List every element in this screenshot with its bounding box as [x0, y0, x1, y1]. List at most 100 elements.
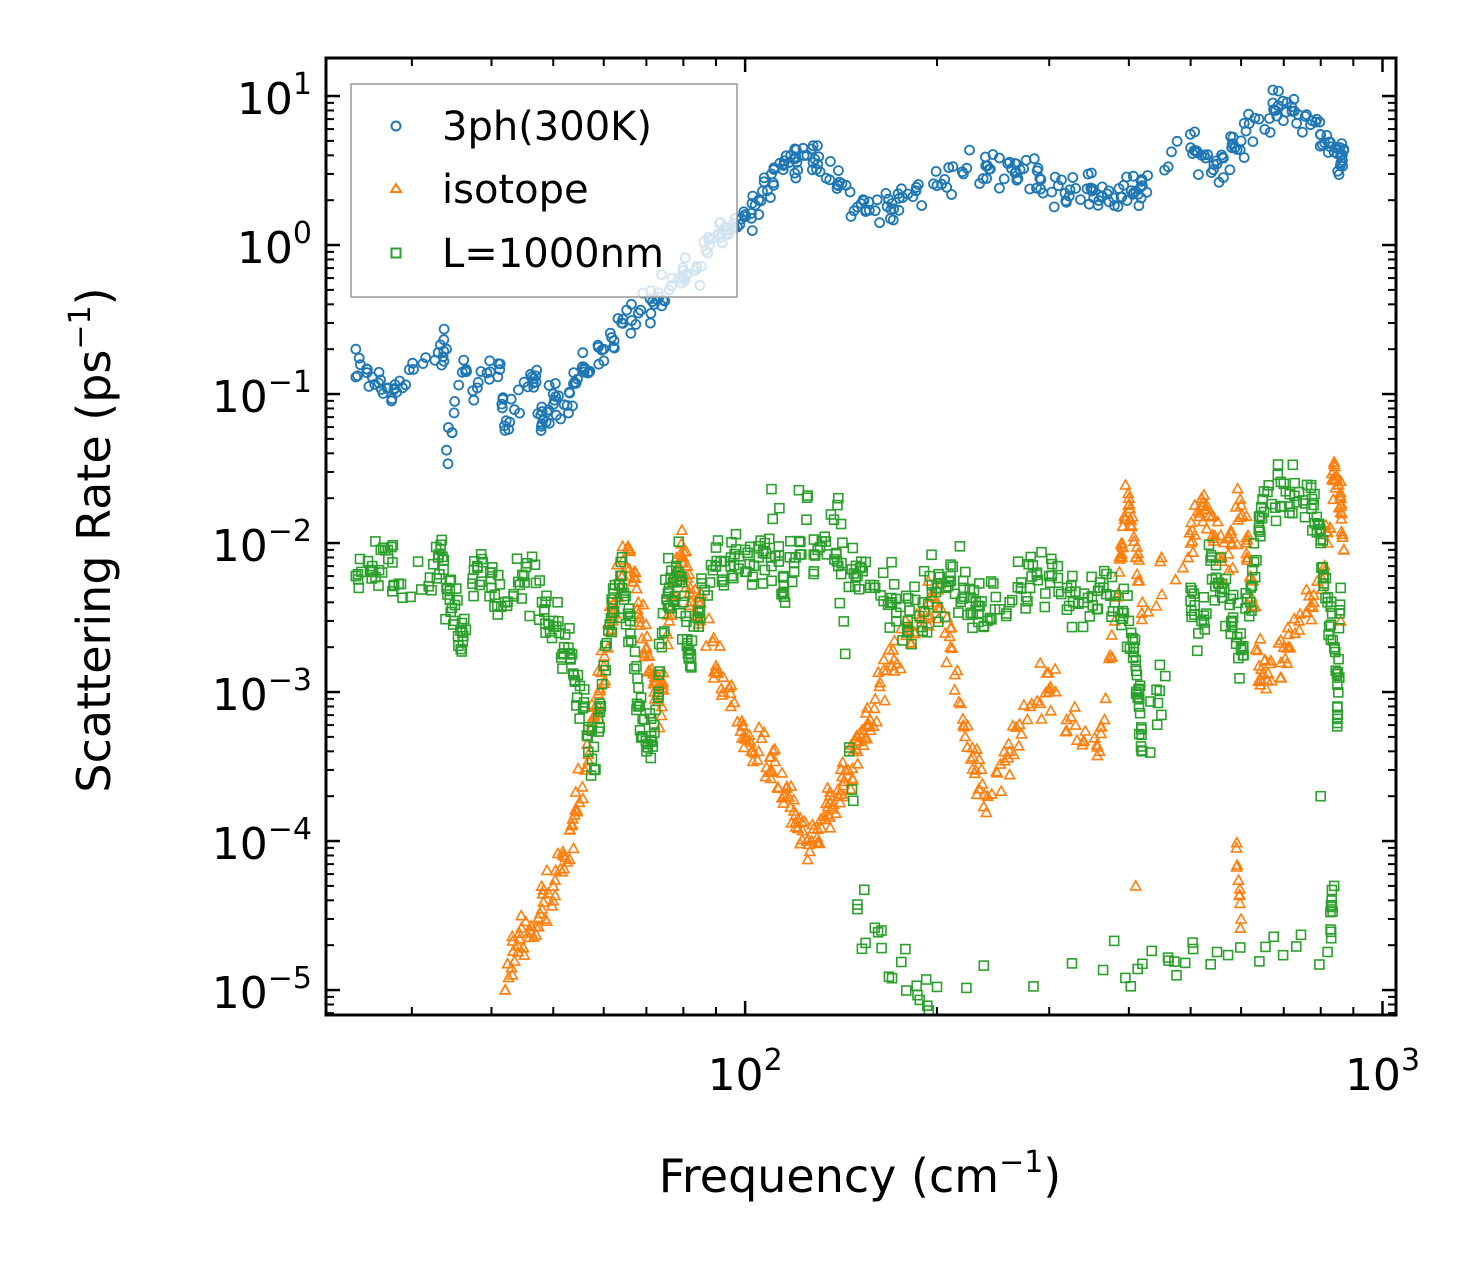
data-point — [734, 724, 747, 736]
data-point — [1001, 751, 1015, 763]
data-point — [1226, 561, 1240, 573]
data-point — [730, 528, 742, 540]
data-point — [541, 590, 552, 602]
x-axis-label-sup: −1 — [999, 1145, 1043, 1180]
data-point — [387, 557, 398, 568]
data-point — [777, 796, 790, 808]
data-point — [1110, 589, 1122, 601]
data-point — [768, 179, 780, 191]
data-point — [653, 669, 665, 681]
data-point — [716, 576, 728, 588]
data-point — [667, 596, 679, 608]
data-point — [1251, 643, 1264, 656]
data-point — [1253, 113, 1265, 125]
data-point — [977, 173, 989, 184]
data-point — [1211, 946, 1223, 958]
data-point — [803, 844, 817, 857]
data-point — [602, 625, 614, 636]
data-point — [1286, 105, 1298, 117]
data-point — [616, 551, 628, 563]
data-point — [534, 575, 546, 586]
data-point — [1049, 171, 1061, 183]
data-point — [1044, 680, 1057, 692]
data-point — [766, 575, 777, 587]
data-point — [1039, 686, 1053, 698]
data-point — [947, 161, 959, 173]
data-point — [684, 660, 696, 672]
data-point — [680, 610, 692, 622]
data-point — [492, 371, 504, 383]
data-point — [623, 544, 637, 557]
data-point — [1105, 628, 1119, 640]
data-point — [787, 793, 801, 805]
data-point — [900, 943, 911, 955]
data-point — [1274, 633, 1288, 646]
data-point — [825, 802, 839, 814]
data-point — [1203, 539, 1215, 551]
data-point — [1234, 921, 1247, 934]
data-point — [1121, 171, 1132, 183]
data-point — [1336, 530, 1349, 543]
data-point — [1259, 123, 1271, 135]
data-point — [699, 584, 710, 596]
data-point — [1181, 550, 1195, 563]
data-point — [947, 561, 959, 572]
data-point — [1125, 627, 1137, 639]
data-point — [1238, 117, 1250, 129]
data-point — [1240, 546, 1253, 559]
data-point — [998, 754, 1011, 766]
data-point — [1272, 459, 1284, 470]
data-point — [1314, 128, 1326, 140]
data-point — [979, 805, 993, 818]
data-point — [1288, 626, 1302, 639]
data-point — [1134, 680, 1146, 692]
data-point — [647, 674, 661, 686]
data-point — [943, 162, 955, 173]
data-point — [954, 696, 967, 709]
data-point — [904, 605, 915, 616]
data-point — [763, 533, 775, 545]
data-point — [985, 787, 999, 799]
data-point — [370, 536, 381, 547]
data-point — [793, 484, 805, 496]
data-point — [1028, 981, 1039, 992]
data-point — [994, 152, 1005, 164]
data-point — [570, 700, 582, 711]
data-point — [785, 149, 797, 161]
data-point — [788, 566, 800, 577]
data-point — [596, 678, 608, 690]
data-point — [565, 652, 576, 664]
data-point — [686, 662, 697, 673]
data-point — [1224, 599, 1235, 611]
data-point — [594, 722, 606, 734]
data-point — [1007, 747, 1021, 760]
data-point — [1001, 608, 1012, 619]
data-point — [633, 307, 644, 319]
data-point — [386, 541, 397, 553]
data-point — [1152, 697, 1164, 709]
data-point — [1176, 561, 1190, 573]
data-point — [650, 704, 661, 716]
data-point — [1113, 552, 1126, 564]
data-point — [1070, 182, 1081, 194]
data-point — [1067, 570, 1078, 582]
data-point — [1218, 152, 1229, 164]
data-point — [1179, 957, 1191, 969]
data-point — [1278, 478, 1290, 490]
data-point — [725, 678, 738, 691]
data-point — [599, 640, 611, 652]
data-point — [545, 899, 559, 911]
data-point — [417, 358, 429, 370]
data-point — [636, 597, 650, 610]
data-point — [1094, 577, 1106, 588]
data-point — [807, 164, 818, 176]
data-point — [540, 863, 554, 876]
data-point — [864, 579, 876, 591]
data-point — [819, 531, 831, 543]
data-point — [1305, 119, 1316, 131]
data-point — [909, 594, 921, 606]
data-point — [835, 518, 847, 530]
data-point — [548, 873, 562, 885]
data-point — [1248, 537, 1260, 549]
